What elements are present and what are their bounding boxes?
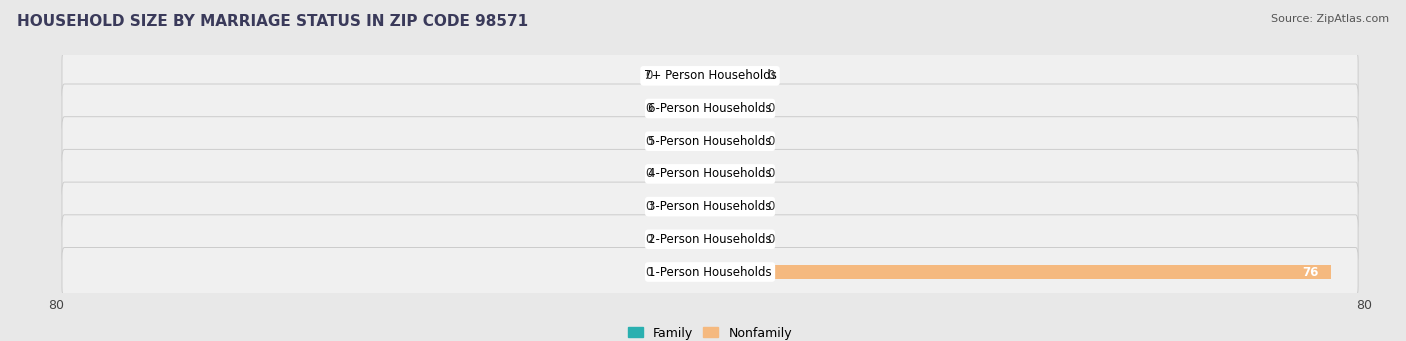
Text: 1-Person Households: 1-Person Households	[648, 266, 772, 279]
Text: 0: 0	[768, 69, 775, 82]
Text: Source: ZipAtlas.com: Source: ZipAtlas.com	[1271, 14, 1389, 24]
Text: 7+ Person Households: 7+ Person Households	[644, 69, 776, 82]
Bar	[665, 167, 710, 181]
Bar	[665, 265, 710, 279]
Text: 0: 0	[768, 102, 775, 115]
Bar	[665, 102, 710, 115]
Text: 6-Person Households: 6-Person Households	[648, 102, 772, 115]
FancyBboxPatch shape	[62, 117, 1358, 166]
Text: HOUSEHOLD SIZE BY MARRIAGE STATUS IN ZIP CODE 98571: HOUSEHOLD SIZE BY MARRIAGE STATUS IN ZIP…	[17, 14, 529, 29]
Bar	[710, 102, 755, 115]
Bar	[710, 134, 755, 148]
FancyBboxPatch shape	[62, 84, 1358, 133]
Text: 4-Person Households: 4-Person Households	[648, 167, 772, 180]
Text: 0: 0	[645, 69, 652, 82]
Text: 0: 0	[768, 135, 775, 148]
Bar	[710, 233, 755, 246]
Legend: Family, Nonfamily: Family, Nonfamily	[628, 327, 792, 340]
Text: 3-Person Households: 3-Person Households	[648, 200, 772, 213]
Bar	[665, 233, 710, 246]
Text: 2-Person Households: 2-Person Households	[648, 233, 772, 246]
Bar	[665, 200, 710, 213]
Text: 0: 0	[645, 233, 652, 246]
Bar	[665, 134, 710, 148]
FancyBboxPatch shape	[62, 51, 1358, 100]
Bar	[710, 265, 1331, 279]
Text: 5-Person Households: 5-Person Households	[648, 135, 772, 148]
Text: 0: 0	[645, 102, 652, 115]
Text: 0: 0	[645, 135, 652, 148]
Text: 0: 0	[768, 167, 775, 180]
Bar	[710, 200, 755, 213]
Text: 76: 76	[1302, 266, 1319, 279]
Bar	[665, 69, 710, 83]
Text: 0: 0	[768, 200, 775, 213]
Text: 0: 0	[645, 167, 652, 180]
Bar	[710, 167, 755, 181]
FancyBboxPatch shape	[62, 149, 1358, 198]
Text: 0: 0	[645, 266, 652, 279]
Text: 0: 0	[768, 233, 775, 246]
FancyBboxPatch shape	[62, 182, 1358, 231]
Text: 0: 0	[645, 200, 652, 213]
FancyBboxPatch shape	[62, 215, 1358, 264]
Bar	[710, 69, 755, 83]
FancyBboxPatch shape	[62, 248, 1358, 297]
